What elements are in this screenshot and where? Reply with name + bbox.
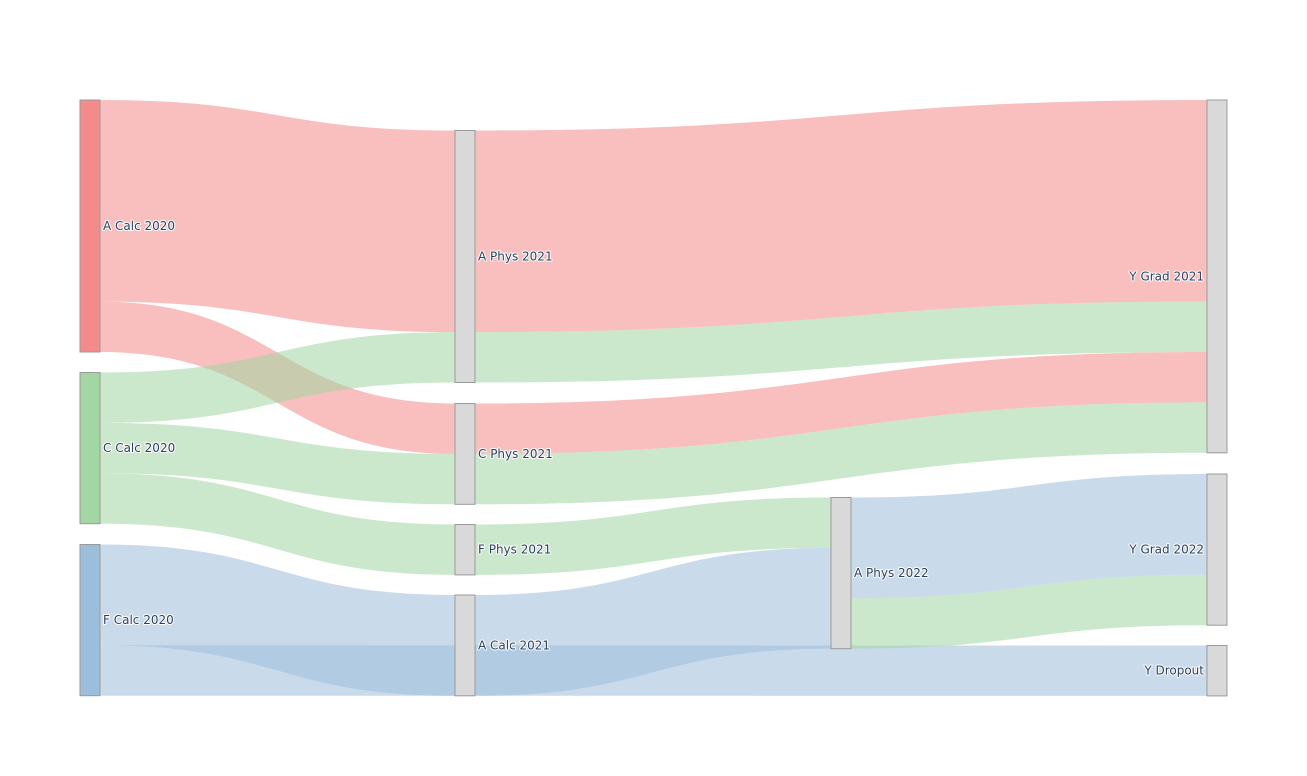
sankey-node-y-grad-2022[interactable]: [1206, 473, 1228, 626]
sankey-link-c-calc-2020-to-a-phys-2021[interactable]: [100, 332, 455, 423]
sankey-link-a-calc-2020-to-a-phys-2021[interactable]: [100, 100, 455, 333]
sankey-node-c-phys-2021[interactable]: [454, 403, 476, 505]
sankey-node-a-phys-2022[interactable]: [830, 497, 852, 650]
sankey-node-label-f-calc-2020: F Calc 2020: [103, 613, 174, 627]
sankey-link-c-phys-2021-to-y-grad-2021[interactable]: [475, 352, 1207, 454]
sankey-node-label-a-phys-2022: A Phys 2022: [854, 566, 929, 580]
sankey-link-c-calc-2020-to-f-phys-2021[interactable]: [100, 473, 455, 575]
sankey-node-label-y-grad-2022: Y Grad 2022: [1128, 543, 1204, 557]
sankey-link-a-calc-2021-to-a-phys-2022[interactable]: [475, 547, 831, 696]
sankey-link-f-phys-2021-to-a-phys-2022[interactable]: [475, 497, 831, 575]
sankey-node-label-c-calc-2020: C Calc 2020: [103, 441, 175, 455]
sankey-links: [100, 100, 1207, 696]
sankey-node-y-grad-2021[interactable]: [1206, 99, 1228, 454]
sankey-node-c-calc-2020[interactable]: [79, 372, 101, 525]
sankey-node-a-calc-2020[interactable]: [79, 99, 101, 353]
sankey-node-a-phys-2021[interactable]: [454, 130, 476, 383]
sankey-node-label-c-phys-2021: C Phys 2021: [478, 447, 553, 461]
sankey-node-label-a-phys-2021: A Phys 2021: [478, 250, 553, 264]
sankey-nodes: [79, 99, 1228, 697]
sankey-node-label-a-calc-2020: A Calc 2020: [103, 219, 175, 233]
sankey-node-label-y-grad-2021: Y Grad 2021: [1128, 269, 1204, 283]
sankey-link-c-phys-2021-to-y-grad-2021[interactable]: [475, 402, 1207, 505]
sankey-link-c-calc-2020-to-c-phys-2021[interactable]: [100, 422, 455, 505]
sankey-link-a-phys-2022-to-y-grad-2022[interactable]: [851, 474, 1207, 599]
sankey-labels: A Calc 2020 C Calc 2020 F Calc 2020 A Phys …: [102, 218, 1205, 679]
sankey-node-f-calc-2020[interactable]: [79, 544, 101, 697]
sankey-link-a-phys-2021-to-y-grad-2021[interactable]: [475, 301, 1207, 383]
sankey-node-f-phys-2021[interactable]: [454, 524, 476, 576]
sankey-link-a-phys-2022-to-y-grad-2022[interactable]: [851, 574, 1207, 649]
sankey-link-a-phys-2021-to-y-grad-2021[interactable]: [475, 100, 1207, 333]
sankey-node-label-f-phys-2021: F Phys 2021: [478, 543, 551, 557]
sankey-node-label-a-calc-2021: A Calc 2021: [478, 638, 550, 652]
sankey-node-y-dropout[interactable]: [1206, 645, 1228, 697]
sankey-node-a-calc-2021[interactable]: [454, 594, 476, 697]
sankey-node-label-y-dropout: Y Dropout: [1143, 664, 1204, 678]
